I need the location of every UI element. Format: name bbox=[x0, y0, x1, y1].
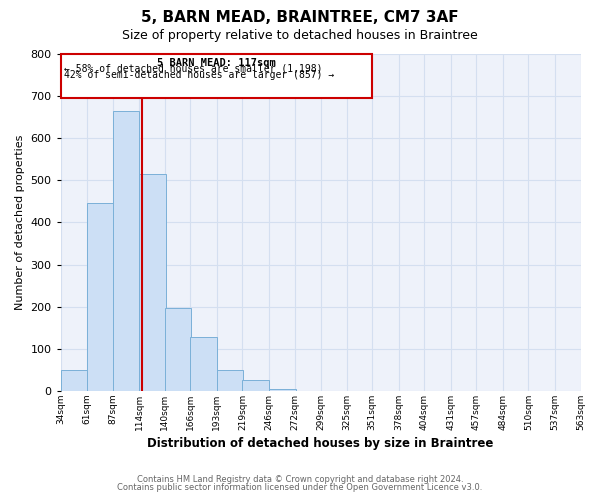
Text: 42% of semi-detached houses are larger (857) →: 42% of semi-detached houses are larger (… bbox=[64, 70, 334, 80]
Bar bbox=[87, 202, 114, 391]
Text: 5, BARN MEAD, BRAINTREE, CM7 3AF: 5, BARN MEAD, BRAINTREE, CM7 3AF bbox=[141, 10, 459, 25]
Bar bbox=[139, 174, 166, 391]
X-axis label: Distribution of detached houses by size in Braintree: Distribution of detached houses by size … bbox=[148, 437, 494, 450]
Bar bbox=[113, 111, 139, 391]
Bar bbox=[217, 370, 244, 391]
Bar bbox=[269, 389, 296, 391]
Text: 5 BARN MEAD: 117sqm: 5 BARN MEAD: 117sqm bbox=[157, 58, 276, 68]
Text: Contains public sector information licensed under the Open Government Licence v3: Contains public sector information licen… bbox=[118, 484, 482, 492]
FancyBboxPatch shape bbox=[61, 54, 372, 98]
Text: ← 58% of detached houses are smaller (1,198): ← 58% of detached houses are smaller (1,… bbox=[64, 64, 322, 74]
Text: Size of property relative to detached houses in Braintree: Size of property relative to detached ho… bbox=[122, 29, 478, 42]
Bar bbox=[190, 338, 217, 391]
Text: Contains HM Land Registry data © Crown copyright and database right 2024.: Contains HM Land Registry data © Crown c… bbox=[137, 475, 463, 484]
Bar bbox=[165, 308, 191, 391]
Bar bbox=[61, 370, 87, 391]
Bar bbox=[242, 380, 269, 391]
Y-axis label: Number of detached properties: Number of detached properties bbox=[15, 135, 25, 310]
